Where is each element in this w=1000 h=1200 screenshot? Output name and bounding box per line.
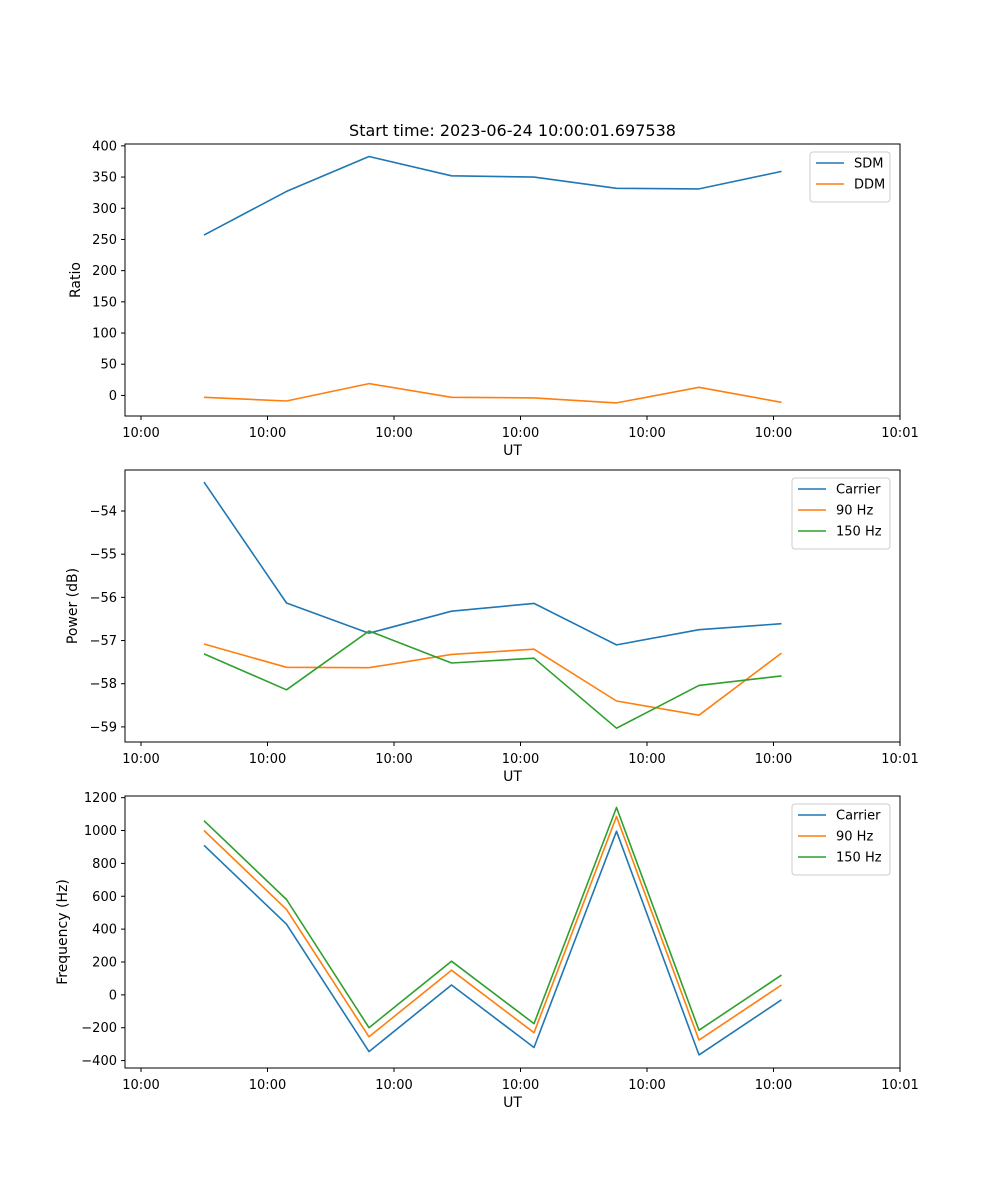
x-tick-label: 10:00	[502, 752, 539, 767]
x-tick-label: 10:00	[755, 426, 792, 441]
y-tick-label: 0	[109, 988, 117, 1003]
x-tick-label: 10:00	[249, 1078, 286, 1093]
y-tick-label: −59	[90, 720, 117, 735]
legend-label: 90 Hz	[836, 504, 873, 519]
x-tick-label: 10:00	[122, 752, 159, 767]
y-tick-label: −400	[81, 1054, 117, 1069]
legend: Carrier 90 Hz 150 Hz	[791, 803, 891, 876]
y-tick-label: 400	[92, 139, 117, 154]
y-tick-label: −200	[81, 1021, 117, 1036]
x-tick-label: 10:01	[881, 1078, 918, 1093]
chart-title: Start time: 2023-06-24 10:00:01.697538	[349, 121, 676, 140]
x-tick-label: 10:00	[122, 1078, 159, 1093]
y-tick-label: 300	[92, 202, 117, 217]
y-tick-label: 600	[92, 890, 117, 905]
series-line-90-hz	[203, 815, 782, 1041]
legend-label: 150 Hz	[836, 525, 882, 540]
y-axis-label: Frequency (Hz)	[55, 879, 71, 985]
x-tick-label: 10:01	[881, 426, 918, 441]
x-tick-label: 10:00	[755, 1078, 792, 1093]
panels: 0 50 100 150 200 250 300 350 400 10:00 10:00 10:00 1…	[55, 139, 919, 1111]
legend-label: SDM	[854, 157, 883, 172]
y-tick-label: 100	[92, 327, 117, 342]
y-tick-label: 200	[92, 955, 117, 970]
y-tick-label: 150	[92, 295, 117, 310]
plot-area-frame	[124, 143, 901, 417]
x-tick-label: 10:00	[628, 1078, 665, 1093]
legend-label: 150 Hz	[836, 851, 882, 866]
y-axis-label: Ratio	[68, 262, 84, 298]
x-tick-label: 10:00	[249, 752, 286, 767]
x-axis-label: UT	[503, 443, 522, 459]
legend-label: 90 Hz	[836, 830, 873, 845]
plot-area-frame	[124, 795, 901, 1069]
y-tick-label: 350	[92, 171, 117, 186]
x-tick-label: 10:00	[502, 426, 539, 441]
y-tick-label: 200	[92, 264, 117, 279]
series-line-carrier	[203, 481, 782, 646]
series-line-carrier	[203, 830, 782, 1056]
legend-label: Carrier	[836, 809, 881, 824]
x-tick-label: 10:00	[628, 752, 665, 767]
y-tick-label: −56	[90, 591, 117, 606]
series-line-ddm	[203, 382, 782, 404]
legend-label: Carrier	[836, 483, 881, 498]
x-tick-label: 10:00	[122, 426, 159, 441]
y-axis-label: Power (dB)	[65, 568, 81, 644]
x-tick-label: 10:00	[628, 426, 665, 441]
chart-panel-3: −400 −200 0 200 400 600 800 1000 1200 10:00 10:00 1…	[55, 791, 919, 1111]
series-line-sdm	[203, 155, 782, 236]
x-tick-label: 10:01	[881, 752, 918, 767]
chart-panel-2: −59 −58 −57 −56 −55 −54 10:00 10:00 10:00 10:00 10…	[65, 469, 919, 785]
legend: Carrier 90 Hz 150 Hz	[791, 477, 891, 550]
y-tick-label: 250	[92, 233, 117, 248]
legend-label: DDM	[854, 178, 885, 193]
y-tick-label: −55	[90, 548, 117, 563]
chart-panel-1: 0 50 100 150 200 250 300 350 400 10:00 10:00 10:00 1…	[68, 139, 919, 459]
x-tick-label: 10:00	[249, 426, 286, 441]
series-line-150-hz	[203, 630, 782, 730]
y-tick-label: −54	[90, 505, 117, 520]
y-tick-label: −58	[90, 677, 117, 692]
y-tick-label: 800	[92, 857, 117, 872]
y-tick-label: 1200	[84, 791, 117, 806]
x-axis-label: UT	[503, 769, 522, 785]
x-tick-label: 10:00	[755, 752, 792, 767]
x-tick-label: 10:00	[375, 426, 412, 441]
x-axis-label: UT	[503, 1095, 522, 1111]
series-line-90-hz	[203, 643, 782, 717]
legend-box	[809, 151, 891, 203]
x-tick-label: 10:00	[375, 752, 412, 767]
legend: SDM DDM	[809, 151, 891, 203]
x-tick-label: 10:00	[502, 1078, 539, 1093]
y-tick-label: 50	[100, 358, 117, 373]
y-tick-label: 400	[92, 923, 117, 938]
y-tick-label: −57	[90, 634, 117, 649]
series-line-150-hz	[203, 806, 782, 1031]
y-tick-label: 0	[109, 389, 117, 404]
plot-area-frame	[124, 469, 901, 743]
y-tick-label: 1000	[84, 824, 117, 839]
x-tick-label: 10:00	[375, 1078, 412, 1093]
